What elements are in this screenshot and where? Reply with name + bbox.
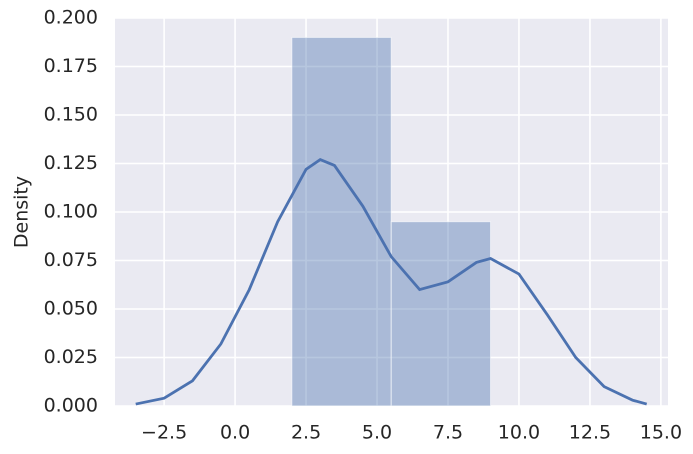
x-tick-label: 10.0: [498, 422, 540, 444]
y-tick-label: 0.000: [44, 395, 98, 417]
x-tick-label: 7.5: [433, 422, 463, 444]
y-tick-label: 0.175: [44, 55, 98, 77]
y-tick-label: 0.075: [44, 249, 98, 271]
y-tick-label: 0.100: [44, 201, 98, 223]
kde-line: [135, 158, 648, 406]
y-tick-label: 0.025: [44, 346, 98, 368]
y-axis-label: Density: [11, 176, 33, 248]
x-tick-label: −2.5: [141, 422, 187, 444]
y-tick-label: 0.050: [44, 298, 98, 320]
histogram-bar: [291, 36, 392, 407]
y-tick-label: 0.200: [44, 7, 98, 29]
y-tick-label: 0.125: [44, 152, 98, 174]
x-tick-label: 5.0: [362, 422, 392, 444]
histogram-bar: [390, 221, 492, 407]
x-tick-label: 15.0: [640, 422, 682, 444]
y-tick-label: 0.150: [44, 104, 98, 126]
x-tick-label: 2.5: [291, 422, 321, 444]
x-tick-label: 12.5: [569, 422, 611, 444]
x-tick-label: 0.0: [220, 422, 250, 444]
